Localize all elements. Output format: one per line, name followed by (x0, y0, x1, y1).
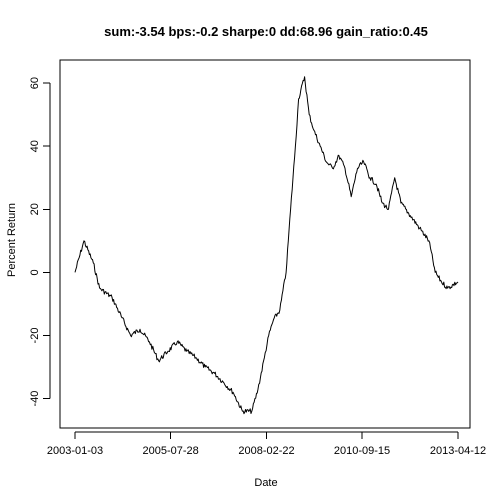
y-axis: -40 -20 0 20 40 60 (29, 77, 51, 407)
x-tick-label: 2003-01-03 (47, 445, 103, 457)
x-axis-label: Date (254, 477, 277, 489)
y-tick-label: 0 (29, 269, 41, 275)
series-line (74, 76, 459, 415)
y-tick-label: 60 (29, 77, 41, 89)
x-axis: 2003-01-03 2005-07-28 2008-02-22 2010-09-15… (47, 431, 486, 457)
y-tick-label: -40 (29, 391, 41, 407)
chart-title: sum:-3.54 bps:-0.2 sharpe:0 dd:68.96 gai… (104, 24, 428, 39)
x-tick-label: 2005-07-28 (143, 445, 199, 457)
y-axis-label: Percent Return (6, 203, 18, 277)
x-tick-label: 2008-02-22 (238, 445, 294, 457)
y-tick-label: 20 (29, 203, 41, 215)
plot-frame (59, 59, 471, 429)
x-tick-label: 2013-04-12 (430, 445, 486, 457)
x-tick-label: 2010-09-15 (334, 445, 390, 457)
y-tick-label: -20 (29, 328, 41, 344)
y-tick-label: 40 (29, 140, 41, 152)
